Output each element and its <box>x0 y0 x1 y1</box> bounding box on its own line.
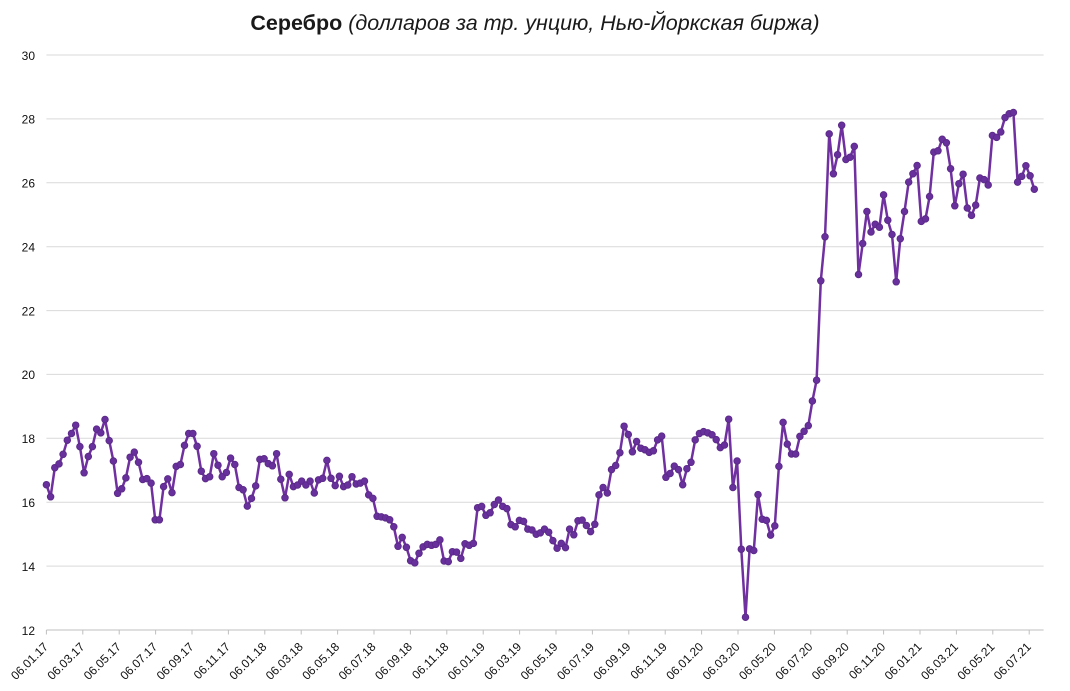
svg-text:16: 16 <box>22 496 36 510</box>
svg-text:18: 18 <box>22 432 36 446</box>
svg-text:22: 22 <box>22 304 36 318</box>
svg-text:24: 24 <box>22 241 36 255</box>
svg-text:26: 26 <box>22 177 36 191</box>
svg-text:30: 30 <box>22 49 36 63</box>
svg-text:12: 12 <box>22 624 36 638</box>
svg-text:20: 20 <box>22 368 36 382</box>
svg-text:Серебро (долларов за тр. унцию: Серебро (долларов за тр. унцию, Нью-Йорк… <box>250 9 819 35</box>
svg-text:14: 14 <box>22 560 36 574</box>
svg-text:28: 28 <box>22 113 36 127</box>
